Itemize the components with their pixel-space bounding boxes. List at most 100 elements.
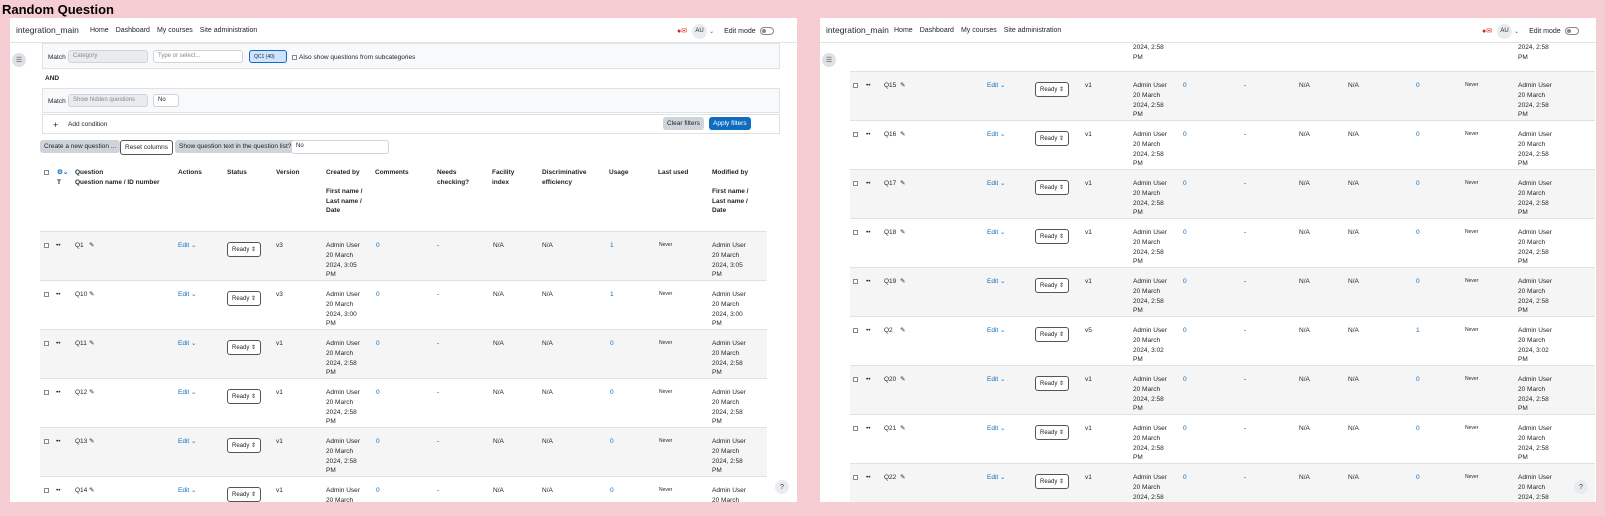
nav-dashboard[interactable]: Dashboard xyxy=(919,27,954,34)
edit-menu[interactable]: Edit ⌄ xyxy=(178,242,197,249)
site-name[interactable]: integration_main xyxy=(16,25,79,35)
edit-question-icon[interactable]: ✎ xyxy=(89,242,95,249)
usage-count[interactable]: 0 xyxy=(1416,180,1420,187)
row-checkbox[interactable] xyxy=(853,328,858,333)
usage-count[interactable]: 0 xyxy=(610,389,614,396)
nav-site-admin[interactable]: Site administration xyxy=(199,27,258,34)
comments-count[interactable]: 0 xyxy=(376,389,380,396)
header-status[interactable]: Status xyxy=(227,169,247,176)
edit-menu[interactable]: Edit ⌄ xyxy=(178,291,197,298)
row-checkbox[interactable] xyxy=(853,230,858,235)
row-menu-icon[interactable]: •• xyxy=(56,291,61,298)
reset-columns-button[interactable]: Reset columns xyxy=(120,140,173,155)
row-checkbox[interactable] xyxy=(853,279,858,284)
header-modified[interactable]: Modified by xyxy=(712,169,749,176)
status-select[interactable]: Ready ⇕ xyxy=(227,291,262,306)
status-select[interactable]: Ready ⇕ xyxy=(1035,82,1070,97)
row-checkbox[interactable] xyxy=(853,181,858,186)
edit-menu[interactable]: Edit ⌄ xyxy=(178,389,197,396)
select-all-checkbox[interactable] xyxy=(44,170,49,175)
row-menu-icon[interactable]: •• xyxy=(56,389,61,396)
status-select[interactable]: Ready ⇕ xyxy=(1035,327,1070,342)
chevron-down-icon[interactable]: ⌄ xyxy=(709,28,715,35)
clear-filters-button[interactable]: Clear filters xyxy=(663,117,704,130)
row-checkbox[interactable] xyxy=(853,132,858,137)
row-checkbox[interactable] xyxy=(44,439,49,444)
edit-question-icon[interactable]: ✎ xyxy=(900,82,906,89)
comments-count[interactable]: 0 xyxy=(1183,278,1187,285)
edit-question-icon[interactable]: ✎ xyxy=(900,474,906,481)
comments-count[interactable]: 0 xyxy=(1183,376,1187,383)
edit-question-icon[interactable]: ✎ xyxy=(89,438,95,445)
usage-count[interactable]: 0 xyxy=(1416,376,1420,383)
edit-mode-toggle[interactable] xyxy=(759,27,774,35)
type-or-select-input[interactable]: Type or select... xyxy=(153,50,243,63)
row-menu-icon[interactable]: •• xyxy=(866,376,871,383)
row-menu-icon[interactable]: •• xyxy=(56,487,61,494)
edit-menu[interactable]: Edit ⌄ xyxy=(987,82,1006,89)
row-menu-icon[interactable]: •• xyxy=(56,340,61,347)
comments-count[interactable]: 0 xyxy=(376,291,380,298)
add-icon[interactable]: + xyxy=(53,120,59,130)
hidden-questions-select[interactable]: Show hidden questions xyxy=(68,94,148,107)
comments-count[interactable]: 0 xyxy=(1183,82,1187,89)
notification-bell-icon[interactable]: ●✉ xyxy=(1482,28,1493,35)
create-question-button[interactable]: Create a new question ... xyxy=(40,140,121,153)
nav-dashboard[interactable]: Dashboard xyxy=(115,27,150,34)
edit-menu[interactable]: Edit ⌄ xyxy=(987,131,1006,138)
edit-menu[interactable]: Edit ⌄ xyxy=(987,278,1006,285)
usage-count[interactable]: 1 xyxy=(610,242,614,249)
row-checkbox[interactable] xyxy=(853,377,858,382)
category-select[interactable]: Category xyxy=(68,50,148,63)
edit-menu[interactable]: Edit ⌄ xyxy=(178,438,197,445)
notification-bell-icon[interactable]: ●✉ xyxy=(677,28,688,35)
edit-question-icon[interactable]: ✎ xyxy=(900,229,906,236)
row-checkbox[interactable] xyxy=(44,292,49,297)
sort-arrow[interactable]: T xyxy=(57,179,61,186)
header-question[interactable]: Question xyxy=(75,169,104,176)
edit-question-icon[interactable]: ✎ xyxy=(900,376,906,383)
usage-count[interactable]: 0 xyxy=(610,487,614,494)
edit-mode-toggle[interactable] xyxy=(1564,27,1579,35)
row-checkbox[interactable] xyxy=(853,426,858,431)
status-select[interactable]: Ready ⇕ xyxy=(227,242,262,257)
row-checkbox[interactable] xyxy=(44,488,49,493)
subcategories-checkbox[interactable] xyxy=(292,55,297,60)
comments-count[interactable]: 0 xyxy=(1183,425,1187,432)
help-icon[interactable]: ? xyxy=(775,480,789,494)
edit-menu[interactable]: Edit ⌄ xyxy=(987,474,1006,481)
nav-home[interactable]: Home xyxy=(90,27,109,34)
comments-count[interactable]: 0 xyxy=(376,487,380,494)
row-menu-icon[interactable]: •• xyxy=(866,229,871,236)
usage-count[interactable]: 1 xyxy=(610,291,614,298)
status-select[interactable]: Ready ⇕ xyxy=(1035,425,1070,440)
edit-question-icon[interactable]: ✎ xyxy=(900,327,906,334)
edit-question-icon[interactable]: ✎ xyxy=(900,131,906,138)
avatar[interactable]: AU xyxy=(1497,23,1513,39)
nav-my-courses[interactable]: My courses xyxy=(960,27,997,34)
row-checkbox[interactable] xyxy=(853,83,858,88)
comments-count[interactable]: 0 xyxy=(1183,131,1187,138)
edit-question-icon[interactable]: ✎ xyxy=(89,487,95,494)
comments-count[interactable]: 0 xyxy=(1183,327,1187,334)
drawer-toggle-icon[interactable]: ☰ xyxy=(12,53,26,67)
usage-count[interactable]: 0 xyxy=(1416,474,1420,481)
nav-home[interactable]: Home xyxy=(894,27,913,34)
nav-site-admin[interactable]: Site administration xyxy=(1003,27,1062,34)
row-menu-icon[interactable]: •• xyxy=(866,327,871,334)
usage-count[interactable]: 0 xyxy=(1416,278,1420,285)
edit-question-icon[interactable]: ✎ xyxy=(900,425,906,432)
header-version[interactable]: Version xyxy=(276,169,300,176)
help-icon[interactable]: ? xyxy=(1574,480,1588,494)
edit-menu[interactable]: Edit ⌄ xyxy=(987,425,1006,432)
comments-count[interactable]: 0 xyxy=(1183,229,1187,236)
header-modified-sub[interactable]: First name / Last name / Date xyxy=(712,188,749,214)
category-chip[interactable]: QC1 (40) xyxy=(249,50,287,63)
edit-question-icon[interactable]: ✎ xyxy=(89,389,95,396)
usage-count[interactable]: 0 xyxy=(1416,425,1420,432)
apply-filters-button[interactable]: Apply filters xyxy=(709,117,751,130)
drawer-toggle-icon[interactable]: ☰ xyxy=(822,53,836,67)
status-select[interactable]: Ready ⇕ xyxy=(1035,131,1070,146)
site-name[interactable]: integration_main xyxy=(826,25,889,35)
row-menu-icon[interactable]: •• xyxy=(866,474,871,481)
